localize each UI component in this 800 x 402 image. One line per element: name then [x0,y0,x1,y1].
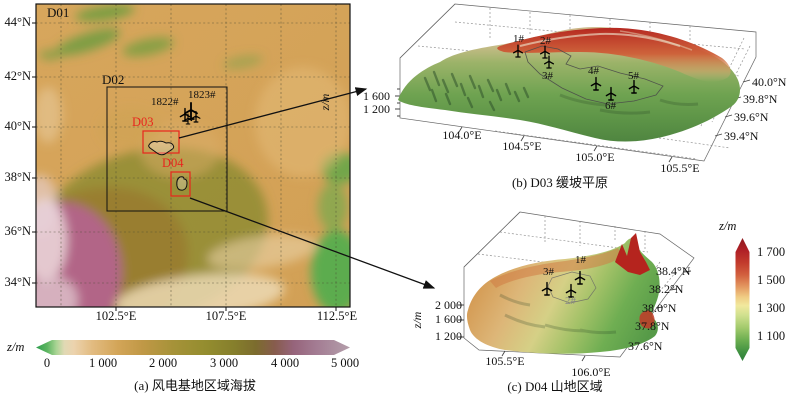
colorbar-a-tick-3000: 3 000 [209,356,239,370]
domain-d04-label: D04 [162,156,184,170]
arrow-d03-to-panel-b [178,87,368,139]
turbine-b-6-label: 6# [605,100,616,112]
panel-b-ytick-39-8n: 39.8°N [743,92,778,106]
map-ytick-38n: 38°N [4,170,31,184]
turbine-c-2-label: 2# [565,295,576,307]
panel-b-xtick-104-5e: 104.5°E [502,139,542,153]
panel-c-terrain [466,233,660,354]
panel-b-ztick-1600: 1 600 [363,89,390,103]
map-ytick-34n: 34°N [4,275,31,289]
domain-d03-label: D03 [132,115,154,129]
domain-d02-label: D02 [102,72,125,87]
elevation-colorbar-horizontal [36,340,350,355]
panel-c-ytick-37-6n: 37.6°N [628,339,663,353]
panel-c-xtick-106-0e: 106.0°E [571,365,611,379]
colorbar-a-tick-1000: 1 000 [88,356,118,370]
site-1823-label: 1823# [188,89,216,101]
panel-c-ytick-38-4n: 38.4°N [656,264,691,278]
map-xtick-102-5e: 102.5°E [95,309,137,323]
domain-d01-label: D01 [47,5,70,20]
colorbar-a-tick-4000: 4 000 [270,356,300,370]
map-axis-ticks [32,22,337,311]
panel-b-zaxis-label: z/m [318,93,332,111]
site-1822-label: 1822# [151,96,179,108]
turbine-c-3-label: 3# [543,266,554,278]
domain-d04-box [170,171,191,197]
map-ytick-36n: 36°N [4,224,31,238]
map-xtick-112-5e: 112.5°E [316,309,358,323]
map-terrain [36,4,350,307]
colorbar-a-label: z/m [7,340,25,354]
panel-b-terrain [398,27,740,142]
surface-panel-b [395,3,757,163]
map-panel [32,3,351,355]
domain-d02-box [106,86,228,212]
colorbar-a-tick-2000: 2 000 [148,356,178,370]
map-ytick-42n: 42°N [4,69,31,83]
turbine-b-4-label: 4# [588,65,599,77]
panel-c-ytick-38-0n: 38.0°N [642,301,677,315]
arrow-d04-to-panel-c [189,197,436,289]
map-border [35,3,351,308]
domain-d03-box [142,130,180,154]
elevation-colorbar-vertical [735,238,750,361]
panel-b-ytick-40-0n: 40.0°N [752,75,787,89]
colorbar-c-tick-1300: 1 300 [757,301,786,315]
panel-c-ztick-1600: 1 600 [435,312,462,326]
colorbar-a-tick-0: 0 [43,356,51,370]
panel-c-ztick-1200: 1 200 [435,329,462,343]
panel-b-ytick-39-4n: 39.4°N [724,129,759,143]
map-xtick-107-5e: 107.5°E [205,309,247,323]
turbine-b-3-label: 3# [542,70,553,82]
colorbar-c-label: z/m [719,219,737,233]
d04-site-outline [176,176,188,191]
dune-striations [423,70,530,112]
map-ytick-44n: 44°N [4,15,31,29]
panel-a-caption: (a) 风电基地区域海拔 [134,378,256,393]
panel-c-ytick-38-2n: 38.2°N [649,282,684,296]
turbine-b-1-label: 1# [513,33,524,45]
panel-c-xtick-105-5e: 105.5°E [485,354,525,368]
panel-b-ytick-39-6n: 39.6°N [734,110,769,124]
colorbar-c-tick-1700: 1 700 [757,245,786,259]
panel-b-xtick-104-0e: 104.0°E [442,128,482,142]
map-graticule [36,4,350,307]
panel-b-caption: (b) D03 缓坡平原 [511,175,609,190]
zoom-arrows [178,87,436,289]
panel-b-xtick-105-5e: 105.5°E [660,161,700,175]
surface-panel-c [458,211,750,362]
panel-b-ztick-1200: 1 200 [363,102,390,116]
colorbar-c-tick-1500: 1 500 [757,273,786,287]
d03-site-outline [148,140,175,156]
panel-b-xtick-105-0e: 105.0°E [575,150,615,164]
panel-c-caption: (c) D04 山地区域 [507,379,603,394]
colorbar-c-tick-1100: 1 100 [757,329,786,343]
red-peaks [615,233,650,275]
turbine-b-2-label: 2# [540,35,551,47]
colorbar-a-tick-5000: 5 000 [330,356,360,370]
wind-farm-boundary-b [524,45,664,105]
turbine-c-1-label: 1# [575,254,586,266]
map-ytick-40n: 40°N [4,119,31,133]
turbine-b-5-label: 5# [628,70,639,82]
panel-c-ztick-2000: 2 000 [435,298,462,312]
panel-c-ytick-37-8n: 37.8°N [635,319,670,333]
